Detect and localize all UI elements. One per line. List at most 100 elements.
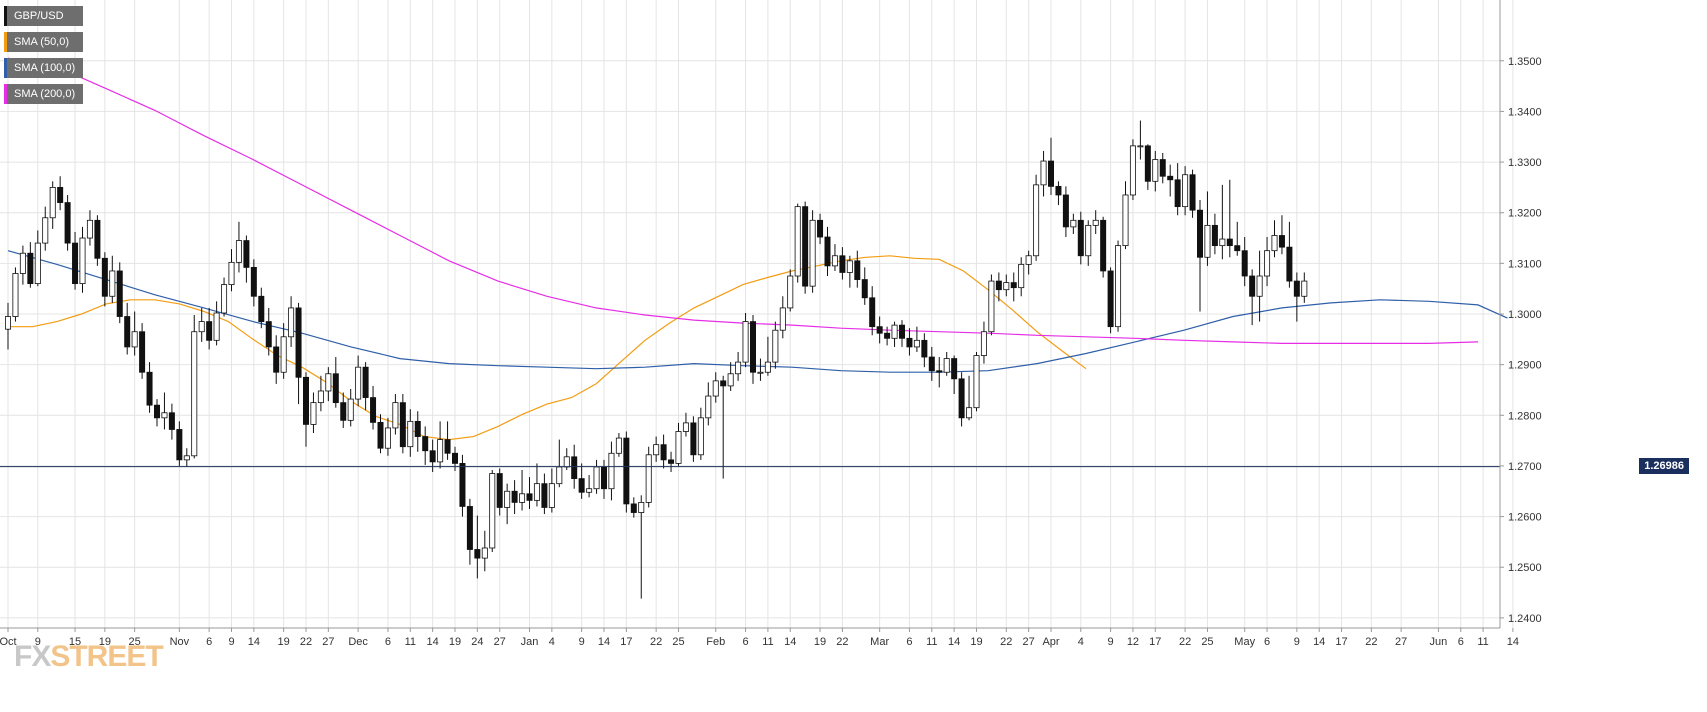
candle-body-down [1249,275,1256,297]
x-tick-label: 19 [970,636,982,648]
candle-body-up [831,255,838,267]
candle-body-up [161,412,168,419]
y-tick-label: 1.3000 [1508,309,1542,321]
x-tick-label: 25 [129,636,141,648]
legend-item-gbpusd[interactable]: GBP/USD [4,6,84,26]
legend-item-sma-100[interactable]: SMA (100,0) [4,58,84,78]
candle-body-up [191,331,198,457]
candle-body-up [1122,194,1129,247]
x-tick-label: 25 [1201,636,1213,648]
x-tick-label: 17 [1149,636,1161,648]
x-tick-label: 17 [620,636,632,648]
candle-body-up [407,420,414,448]
candle-body-up [42,217,49,244]
legend-label: SMA (200,0) [14,88,76,100]
candle-body-up [675,431,682,464]
candle-body-down [243,240,250,268]
legend-label: GBP/USD [14,10,64,22]
candle-body-down [817,219,824,238]
candle-body-up [556,466,563,485]
candle-body-down [340,402,347,421]
candle-body-down [377,421,384,449]
x-tick-label: 27 [1395,636,1407,648]
x-tick-label: 22 [650,636,662,648]
candle-body-up [183,455,190,461]
candle-body-down [94,219,101,259]
candle-body-up [1271,235,1278,252]
candle-body-up [727,373,734,387]
x-tick-label: 22 [1000,636,1012,648]
candle-body-up [1115,245,1122,328]
candle-body-down [869,297,876,328]
candle-body-down [1286,246,1293,282]
candle-body-down [116,270,123,317]
candle-body-down [176,429,183,461]
candles [5,120,1308,599]
candle-body-down [861,279,868,299]
candle-body-down [64,202,71,244]
x-tick-label: 4 [1078,636,1084,648]
candle-body-up [1085,224,1092,257]
candle-body-down [876,326,883,334]
x-tick-label: 11 [926,636,937,648]
legend-item-sma-50[interactable]: SMA (50,0) [4,32,84,52]
candle-body-up [49,186,56,219]
logo-fx: FX [14,640,51,673]
candle-body-down [101,257,108,297]
candle-body-up [794,206,801,277]
candle-body-down [139,331,146,373]
candle-body-up [608,452,615,490]
x-tick-label: 6 [742,636,748,648]
candle-body-down [1211,224,1218,247]
candle-body-down [630,503,637,513]
candle-body-down [474,549,481,559]
candle-body-up [533,483,540,501]
candle-body-down [668,459,675,464]
x-tick-label: 11 [762,636,773,648]
candle-body-up [19,252,26,274]
candle-body-down [459,463,466,507]
y-tick-label: 1.2900 [1508,360,1542,372]
candle-body-down [250,267,257,297]
candle-body-up [988,280,995,333]
candle-body-down [884,332,891,339]
candle-body-up [519,493,526,503]
x-tick-label: 14 [784,636,796,648]
legend-label: SMA (50,0) [14,36,70,48]
x-tick-label: 17 [1335,636,1347,648]
y-tick-label: 1.2500 [1508,562,1542,574]
x-tick-label: May [1234,636,1255,648]
candle-body-up [288,307,295,338]
x-tick-label: 14 [598,636,610,648]
candle-body-down [1167,175,1174,181]
x-tick-label: 6 [385,636,391,648]
candle-body-down [295,307,302,378]
candle-body-down [1197,209,1204,258]
candle-body-up [548,483,555,508]
candle-body-up [280,336,287,373]
candle-body-up [1264,250,1271,277]
candle-body-up [593,466,600,490]
x-tick-label: 14 [248,636,260,648]
candle-body-down [451,452,458,464]
candle-body-down [854,260,861,280]
candle-body-up [891,324,898,339]
candle-body-down [660,444,667,461]
legend-item-sma-200[interactable]: SMA (200,0) [4,84,84,104]
candle-body-down [1293,280,1300,297]
x-tick-label: 19 [278,636,290,648]
candle-body-down [541,483,548,508]
candle-body-down [526,493,533,501]
candle-body-up [481,547,488,559]
legend-label: SMA (100,0) [14,62,76,74]
candle-body-down [1159,159,1166,177]
legend-swatch [4,58,7,78]
candle-body-down [444,439,451,454]
legend-swatch [4,32,7,52]
candle-body-up [697,417,704,456]
candle-body-down [578,478,585,493]
candle-body-up [221,284,228,314]
x-tick-label: 24 [471,636,483,648]
candle-body-down [995,280,1002,291]
candle-body-down [399,402,406,448]
